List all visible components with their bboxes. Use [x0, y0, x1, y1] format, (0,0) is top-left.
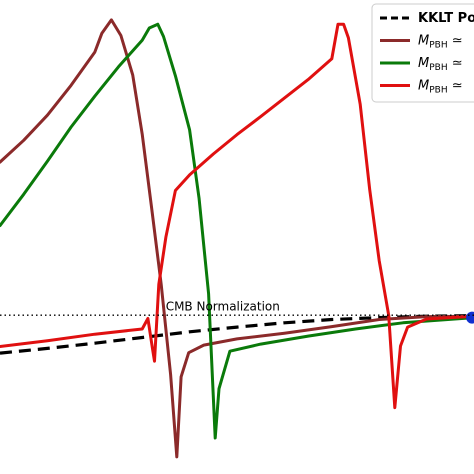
series-line-3 [0, 22, 474, 440]
legend-label-4: MPBH ≃ [418, 79, 463, 96]
annotations: CMB Normalization [0, 299, 474, 316]
legend-label-2: MPBH ≃ [418, 34, 463, 51]
end-point-marker [466, 311, 474, 324]
series-line-2 [0, 18, 474, 459]
plot-area [0, 18, 474, 459]
annotation-label: CMB Normalization [166, 299, 280, 313]
legend: KKLT Po MPBH ≃ MPBH ≃ MPBH ≃ [371, 3, 474, 103]
series-line-1 [0, 314, 474, 355]
legend-label-1: KKLT Po [418, 11, 474, 26]
legend-box [371, 3, 474, 103]
series-line-4 [0, 22, 474, 410]
legend-label-3: MPBH ≃ [418, 56, 463, 73]
